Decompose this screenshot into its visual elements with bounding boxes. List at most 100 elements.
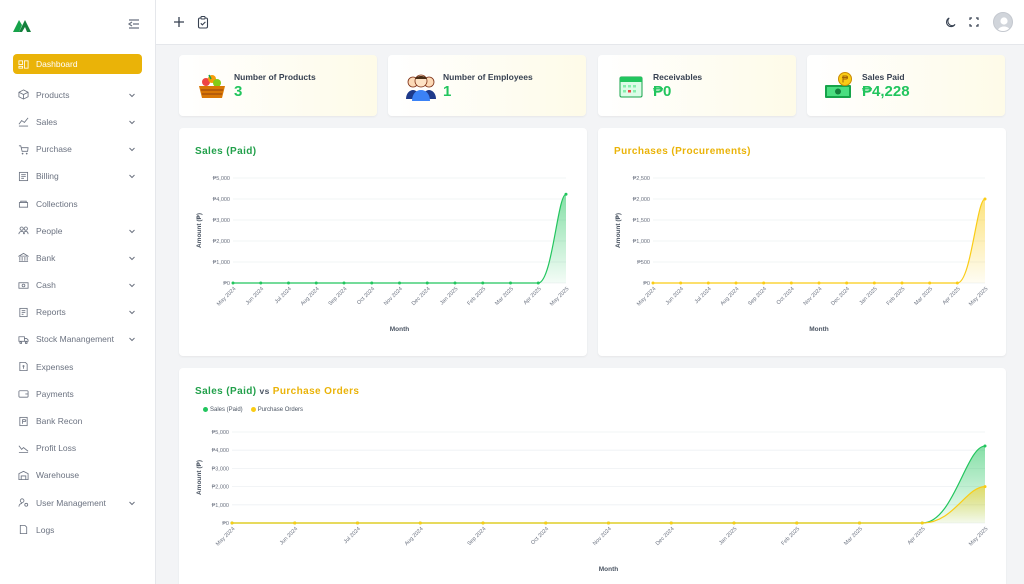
y-tick-label: ₱1,000 — [212, 503, 229, 509]
fruit-basket-icon — [199, 74, 225, 98]
sales-vs-purchase-chart[interactable]: ₱0 ₱1,000 ₱2,000 ₱3,000 ₱4,000 ₱5,000 May 2024… — [179, 368, 1006, 584]
data-point[interactable] — [669, 521, 673, 525]
data-point[interactable] — [230, 521, 234, 525]
fullscreen-icon[interactable] — [967, 15, 981, 29]
data-point[interactable] — [314, 281, 318, 285]
sales-paid-chart[interactable]: ₱0 ₱1,000 ₱2,000 ₱3,000 ₱4,000 ₱5,000 May 2024… — [179, 128, 587, 356]
sidebar-item-cash[interactable]: Cash — [13, 272, 142, 299]
data-point[interactable] — [955, 281, 959, 285]
collapse-sidebar-icon[interactable] — [127, 17, 141, 31]
chart-title-vs: vs — [259, 386, 270, 396]
series-line[interactable] — [232, 445, 986, 524]
plus-icon[interactable] — [172, 15, 186, 29]
y-tick-label: ₱1,500 — [633, 218, 650, 224]
data-point[interactable] — [453, 281, 457, 285]
sidebar-item-profit-loss[interactable]: Profit Loss — [13, 435, 142, 462]
chevron-down-icon — [129, 229, 135, 233]
chevron-down-icon — [129, 174, 135, 179]
y-tick-label: ₱4,000 — [213, 197, 230, 203]
x-tick-label: Apr 2025 — [942, 286, 962, 306]
sidebar-item-label: Dashboard — [36, 59, 78, 69]
sidebar-item-billing[interactable]: Billing — [13, 163, 142, 190]
data-point[interactable] — [795, 521, 799, 525]
data-point[interactable] — [762, 281, 766, 285]
data-point[interactable] — [481, 521, 485, 525]
x-tick-label: Oct 2024 — [356, 286, 376, 306]
data-point[interactable] — [983, 197, 987, 201]
data-point[interactable] — [734, 281, 738, 285]
data-point[interactable] — [845, 281, 849, 285]
data-point[interactable] — [536, 281, 540, 285]
data-point[interactable] — [481, 281, 485, 285]
sidebar-item-dashboard[interactable]: Dashboard — [13, 54, 142, 74]
x-axis-label: Month — [599, 566, 619, 573]
sidebar-item-label: User Management — [36, 497, 106, 508]
moon-icon[interactable] — [944, 15, 958, 29]
data-point[interactable] — [425, 281, 429, 285]
y-tick-label: ₱3,000 — [212, 466, 229, 472]
sidebar-item-payments[interactable]: Payments — [13, 380, 142, 407]
sidebar-item-collections[interactable]: Collections — [13, 190, 142, 217]
data-point[interactable] — [231, 281, 235, 285]
data-point[interactable] — [732, 521, 736, 525]
clipboard-check-icon[interactable] — [196, 15, 210, 29]
sidebar-item-bank-recon[interactable]: Bank Recon — [13, 407, 142, 434]
sidebar-item-expenses[interactable]: Expenses — [13, 353, 142, 380]
sidebar-item-warehouse[interactable]: Warehouse — [13, 462, 142, 489]
data-point[interactable] — [293, 521, 297, 525]
data-point[interactable] — [607, 521, 610, 525]
x-tick-label: Apr 2025 — [523, 286, 543, 306]
data-point[interactable] — [418, 521, 422, 525]
x-axis-label: Month — [390, 326, 410, 333]
data-point[interactable] — [259, 281, 263, 285]
data-point[interactable] — [928, 281, 932, 285]
x-tick-label: Sep 2024 — [747, 286, 768, 307]
sidebar-item-people[interactable]: People — [13, 217, 142, 244]
data-point[interactable] — [858, 521, 861, 525]
sidebar-item-label: Billing — [36, 171, 59, 182]
x-tick-label: Aug 2024 — [300, 286, 321, 307]
series-line[interactable] — [233, 193, 567, 284]
sidebar-item-sales[interactable]: Sales — [13, 108, 142, 135]
data-point[interactable] — [398, 281, 401, 285]
data-point[interactable] — [789, 281, 793, 285]
legend-label: Purchase Orders — [257, 407, 304, 414]
data-point[interactable] — [287, 281, 290, 285]
data-point[interactable] — [817, 281, 821, 285]
data-point[interactable] — [564, 192, 568, 196]
sidebar-item-reports[interactable]: Reports — [13, 299, 142, 326]
data-point[interactable] — [872, 281, 876, 285]
data-point[interactable] — [983, 444, 987, 448]
y-tick-label: ₱2,500 — [633, 176, 650, 182]
data-point[interactable] — [920, 521, 924, 525]
data-point[interactable] — [983, 485, 987, 489]
sidebar-item-user-management[interactable]: User Management — [13, 489, 142, 516]
legend-item-purchase-orders[interactable]: Purchase Orders — [250, 407, 304, 414]
sidebar-item-stock-manangement[interactable]: Stock Manangement — [13, 326, 142, 353]
chevron-down-icon — [129, 310, 135, 315]
legend-item-sales[interactable]: Sales (Paid) — [203, 407, 243, 413]
avatar[interactable] — [993, 12, 1013, 32]
data-point[interactable] — [544, 521, 548, 525]
data-point[interactable] — [900, 281, 904, 285]
data-point[interactable] — [509, 281, 512, 285]
data-point[interactable] — [342, 281, 346, 285]
stat-card-employees: Number of Employees 1 — [388, 55, 586, 116]
purchases-chart[interactable]: ₱0 ₱500 ₱1,000 ₱1,500 ₱2,000 ₱2,500 May 2024 Ju… — [598, 128, 1006, 356]
data-point[interactable] — [370, 281, 374, 285]
data-point[interactable] — [706, 281, 710, 285]
data-point[interactable] — [651, 281, 655, 285]
sidebar-item-products[interactable]: Products — [13, 81, 142, 108]
data-point[interactable] — [679, 281, 683, 285]
y-tick-label: ₱5,000 — [212, 430, 229, 436]
sidebar-item-bank[interactable]: Bank — [13, 244, 142, 271]
logo-icon[interactable] — [13, 18, 31, 32]
sidebar-item-label: Products — [36, 89, 70, 100]
x-tick-label: Mar 2025 — [913, 286, 934, 307]
chevron-down-icon — [129, 283, 135, 288]
x-tick-label: Dec 2024 — [411, 286, 432, 307]
sidebar-item-purchase[interactable]: Purchase — [13, 136, 142, 163]
sidebar-item-logs[interactable]: Logs — [13, 516, 142, 543]
data-point[interactable] — [356, 521, 359, 525]
sales-paid-chart-card: Sales (Paid) ₱0 ₱1,000 ₱2,000 ₱3,000 ₱4,000 ₱… — [179, 128, 587, 356]
